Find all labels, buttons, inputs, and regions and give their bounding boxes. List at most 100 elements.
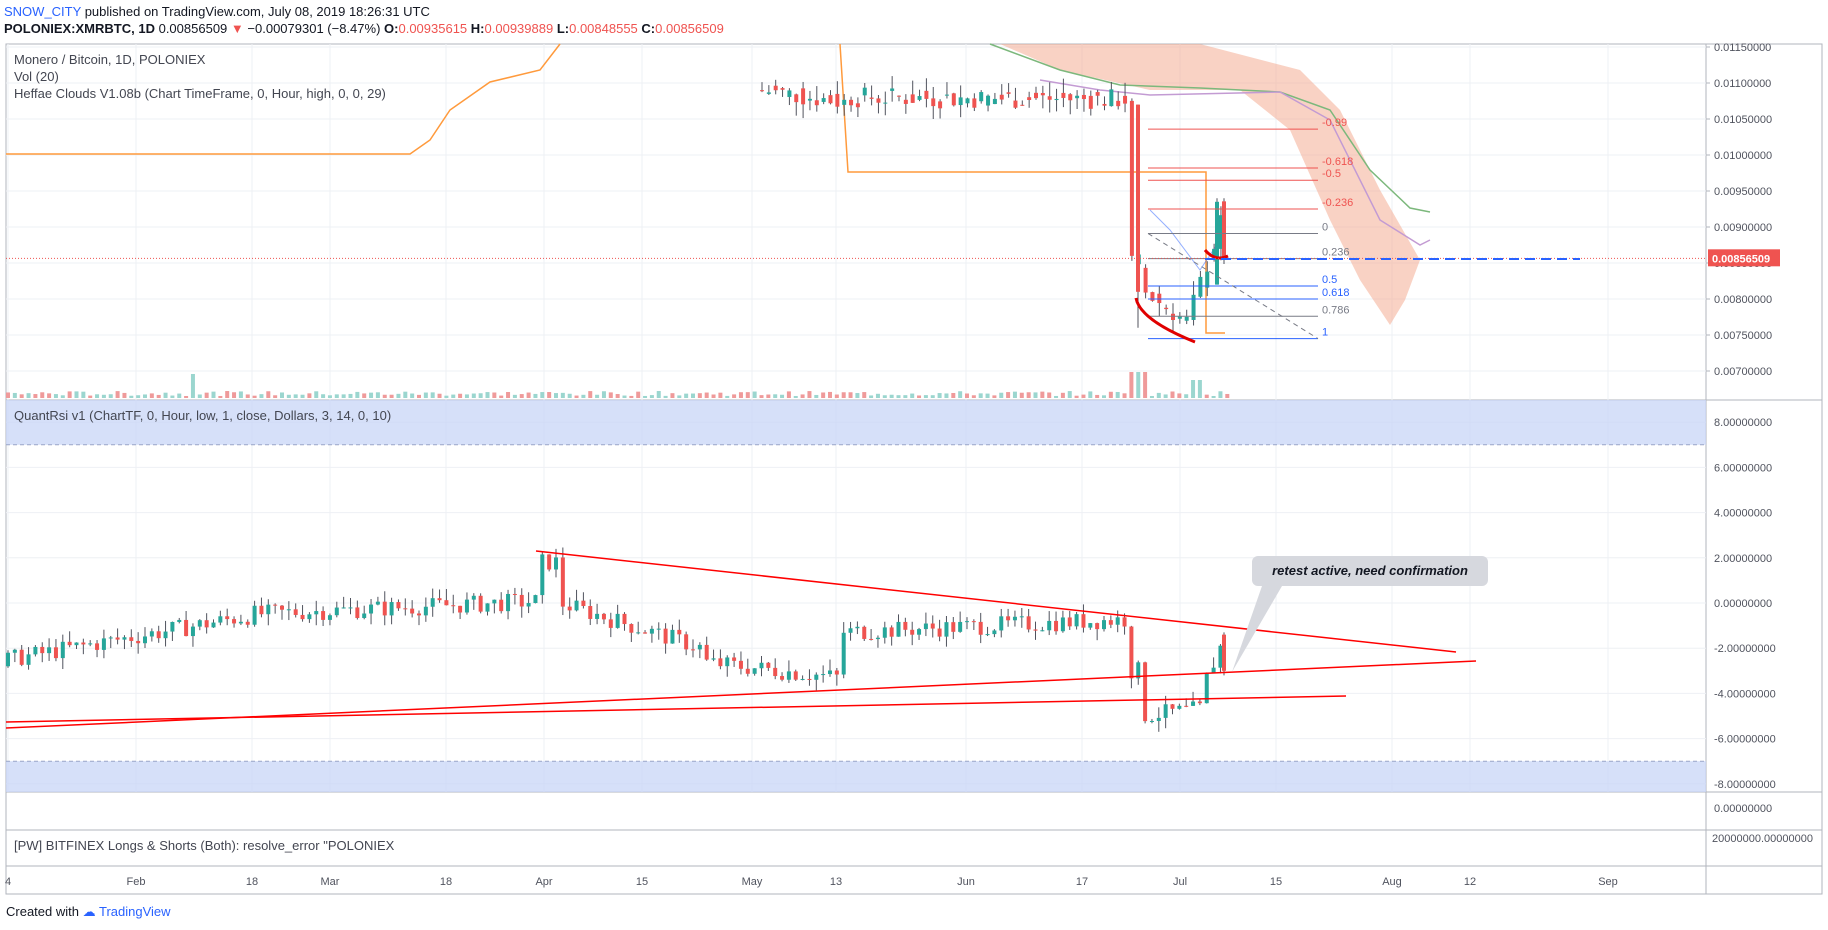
volume-bar [225, 391, 230, 398]
volume-bar [725, 395, 730, 398]
price-candle [1205, 271, 1210, 288]
volume-bar [965, 393, 969, 398]
rsi-candle [1191, 701, 1196, 706]
rsi-candle [451, 605, 456, 607]
rsi-bands [6, 400, 1706, 792]
rsi-candle [485, 603, 490, 612]
rsi-candle [375, 601, 380, 605]
rsi-candle [1108, 620, 1113, 625]
rsi-candle [122, 637, 127, 640]
rsi-candle [752, 668, 757, 674]
price-candle [1116, 100, 1121, 107]
price-candle [780, 88, 785, 90]
price-tick-label: 0.00800000 [1714, 294, 1772, 306]
rsi-candle [793, 671, 798, 680]
rsi-candle [95, 643, 100, 650]
rsi-candle [238, 621, 243, 624]
price-candle [801, 88, 806, 105]
volume-bar [917, 395, 922, 398]
price-candle [862, 87, 867, 96]
price-candle [1020, 104, 1025, 106]
annotation-callout[interactable]: retest active, need confirmation [1252, 556, 1488, 586]
price-candle [1218, 215, 1223, 249]
price-candle [760, 90, 764, 92]
rsi-candle [1136, 662, 1141, 679]
volume-bar [108, 394, 113, 398]
rsi-trendlines[interactable] [5, 550, 1477, 729]
rsi-candle [1054, 620, 1059, 632]
volume-bar [321, 394, 326, 398]
volume-bar [1060, 392, 1065, 398]
fib-level-label: -0.618 [1322, 156, 1353, 168]
rsi-resistance-line [535, 550, 1457, 653]
rsi-tick-label: 2.00000000 [1714, 553, 1772, 565]
rsi-tick-label: 0.00000000 [1714, 598, 1772, 610]
volume-bar [889, 394, 894, 398]
rsi-candle [314, 611, 319, 615]
volume-bar [293, 394, 298, 398]
price-candle [992, 98, 997, 105]
volume-bar [403, 391, 408, 398]
rsi-candle [526, 603, 531, 607]
price-candle [897, 95, 901, 97]
volume-bar [1163, 394, 1168, 398]
volume-bar [149, 393, 154, 398]
volume-bar [88, 395, 93, 398]
volume-bar [649, 395, 654, 398]
rsi-candle [711, 658, 716, 660]
volume-bar [129, 395, 134, 398]
rsi-candle [211, 622, 216, 628]
volume-bar [1156, 392, 1161, 398]
rsi-candle [492, 599, 497, 604]
rsi-candle [958, 621, 963, 632]
price-candle [855, 103, 860, 108]
fib-level-label: 1 [1322, 327, 1328, 339]
rsi-tick-label: 8.00000000 [1714, 417, 1772, 429]
volume-bar [410, 393, 415, 398]
price-candle [1061, 92, 1066, 98]
author-link[interactable]: SNOW_CITY [4, 4, 82, 19]
volume-bar [752, 391, 757, 398]
fib-level-label: 0.786 [1322, 304, 1350, 316]
price-candle [986, 95, 991, 106]
price-candle [828, 95, 833, 104]
time-tick-label: 13 [830, 876, 842, 888]
price-candle [1075, 95, 1080, 99]
volume-bar [1026, 392, 1031, 398]
cloud-line [1039, 79, 1431, 246]
volume-bar [732, 394, 737, 398]
rsi-candle [1143, 662, 1148, 722]
volume-bar [211, 391, 216, 398]
rsi-candle [190, 626, 195, 637]
volume-bar [382, 394, 387, 398]
volume-bar [478, 393, 483, 398]
volume-bar [238, 391, 243, 398]
volume-bar [1149, 395, 1154, 398]
rsi-candle [1006, 616, 1011, 621]
rsi-candle [643, 632, 648, 634]
volume-bar [492, 392, 497, 398]
volume-bar [170, 395, 175, 398]
price-candle [1081, 94, 1086, 100]
price-candle [876, 98, 881, 103]
tradingview-link[interactable]: TradingView [99, 904, 171, 919]
volume-bar [81, 391, 86, 398]
rsi-candle [732, 657, 737, 661]
volume-bar [800, 394, 805, 398]
volume-bar [1095, 394, 1100, 398]
created-with-text: Created with [6, 904, 79, 919]
rsi-candle [814, 674, 819, 680]
volume-bar [738, 392, 743, 398]
volume-bar [1102, 395, 1106, 398]
rsi-candle [389, 602, 394, 616]
fib-retracement[interactable]: -0.99 -0.618-0.5 -0.236 0 0.236 0.50.618 0.786… [1134, 117, 1353, 344]
volume-bar [828, 391, 832, 398]
open-value: 0.00935615 [398, 21, 468, 36]
price-candle [807, 98, 812, 101]
rsi-candle [965, 621, 969, 623]
rsi-candle [547, 554, 552, 570]
rsi-candle [999, 616, 1004, 631]
rsi-candle [444, 600, 449, 606]
chart-frame [5, 43, 1823, 895]
